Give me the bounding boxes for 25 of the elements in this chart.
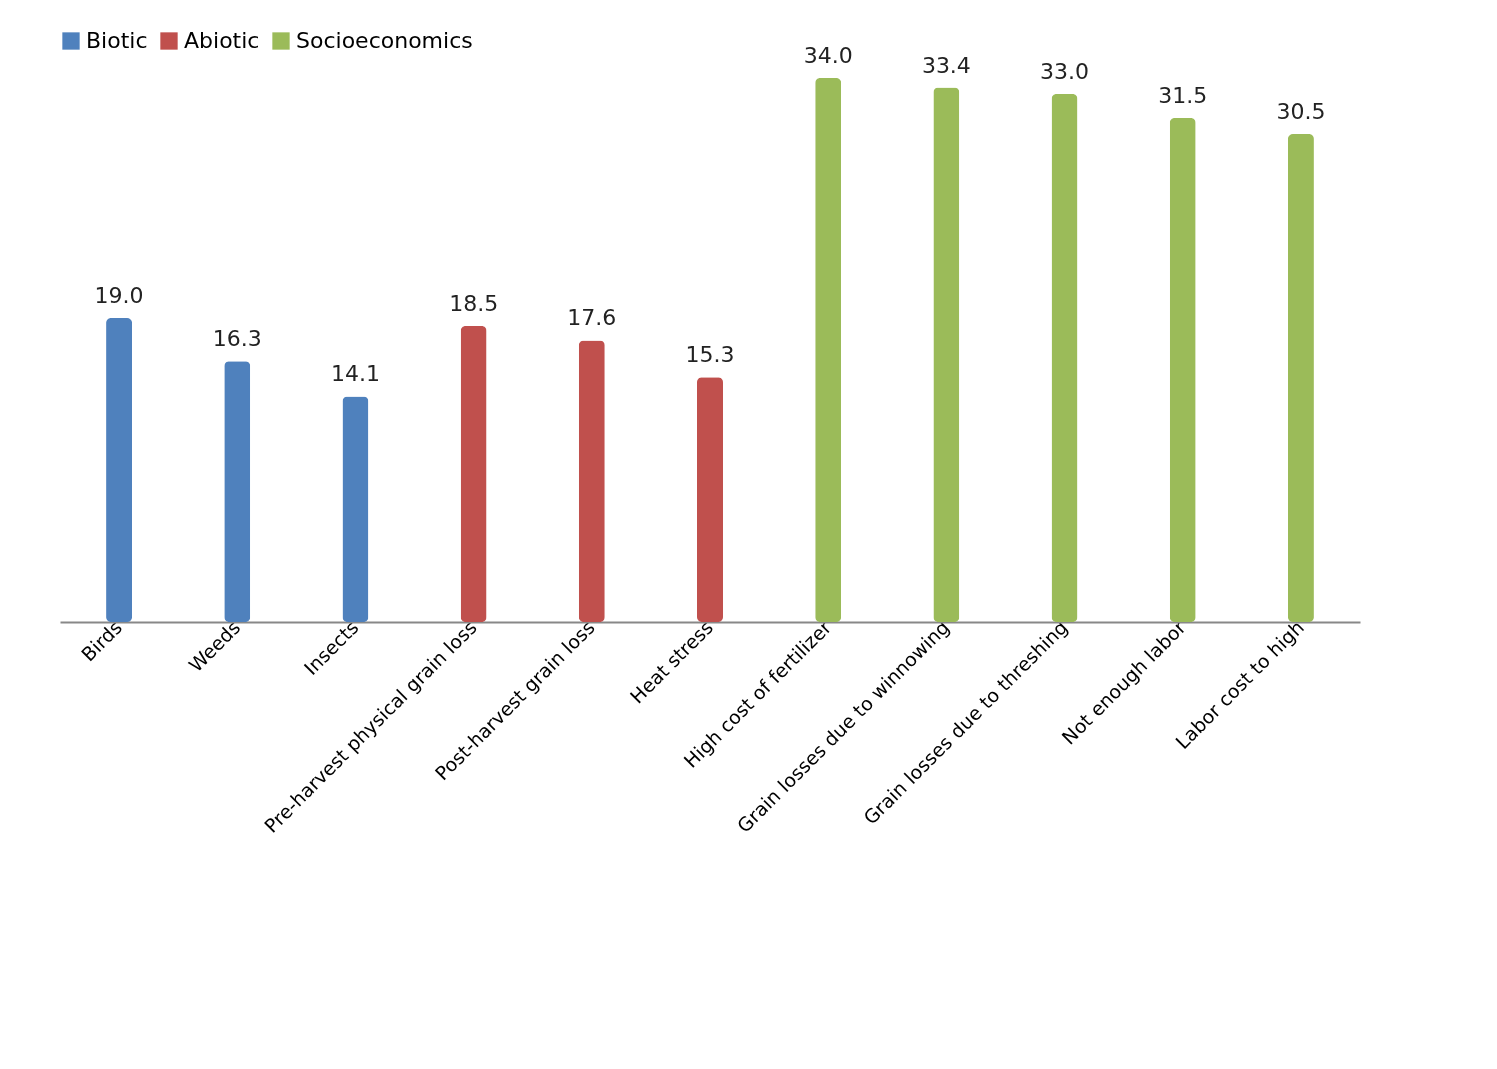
bar — [460, 326, 487, 622]
bar — [933, 87, 960, 622]
data-label: 15.3 — [685, 342, 735, 368]
legend-label: Biotic — [86, 28, 148, 53]
data-label: 18.5 — [449, 291, 499, 316]
data-label: 33.0 — [1040, 59, 1090, 84]
bar — [578, 340, 605, 622]
bar — [1169, 118, 1196, 622]
bar — [224, 361, 251, 622]
bar — [342, 396, 369, 622]
bar — [1051, 94, 1078, 622]
data-label: 33.4 — [921, 52, 971, 78]
data-label: 14.1 — [330, 361, 380, 387]
data-label: 19.0 — [94, 283, 144, 308]
data-label: 17.6 — [567, 305, 617, 331]
bar — [1287, 134, 1314, 622]
bar — [106, 318, 133, 622]
bar — [697, 377, 723, 622]
data-label: 30.5 — [1276, 99, 1326, 124]
legend-label: Socioeconomics — [296, 28, 473, 53]
data-label: 34.0 — [803, 43, 853, 68]
data-label: 31.5 — [1158, 83, 1208, 108]
legend-label: Abiotic — [184, 28, 260, 53]
bar — [815, 78, 842, 622]
data-label: 16.3 — [212, 326, 262, 352]
